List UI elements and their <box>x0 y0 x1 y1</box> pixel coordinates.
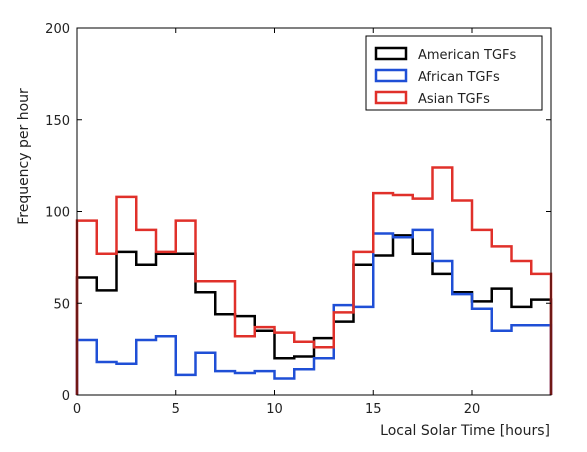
x-tick-label: 20 <box>464 402 481 417</box>
legend-swatch-2 <box>374 90 408 105</box>
x-tick-label: 10 <box>266 402 283 417</box>
y-axis-label: Frequency per hour <box>16 88 32 225</box>
y-tick-label: 0 <box>62 389 70 404</box>
y-tick-label: 200 <box>45 22 70 37</box>
x-axis-label: Local Solar Time [hours] <box>380 423 550 439</box>
legend-label-2: Asian TGFs <box>418 92 490 107</box>
x-tick-label: 0 <box>73 402 81 417</box>
legend-swatch-0 <box>374 46 408 61</box>
legend: American TGFs African TGFs Asian TGFs <box>365 35 543 111</box>
y-tick-label: 50 <box>53 297 70 312</box>
series-layer <box>75 166 553 395</box>
series-line-2 <box>75 166 553 395</box>
legend-label-1: African TGFs <box>418 70 500 85</box>
y-tick-label: 100 <box>45 206 70 221</box>
legend-box <box>365 35 543 111</box>
series-line-1 <box>75 228 553 395</box>
legend-swatch-1 <box>374 68 408 83</box>
legend-label-0: American TGFs <box>418 48 516 63</box>
y-tick-label: 150 <box>45 114 70 129</box>
x-tick-label: 15 <box>365 402 382 417</box>
series-line-0 <box>75 234 553 395</box>
x-tick-label: 5 <box>172 402 180 417</box>
